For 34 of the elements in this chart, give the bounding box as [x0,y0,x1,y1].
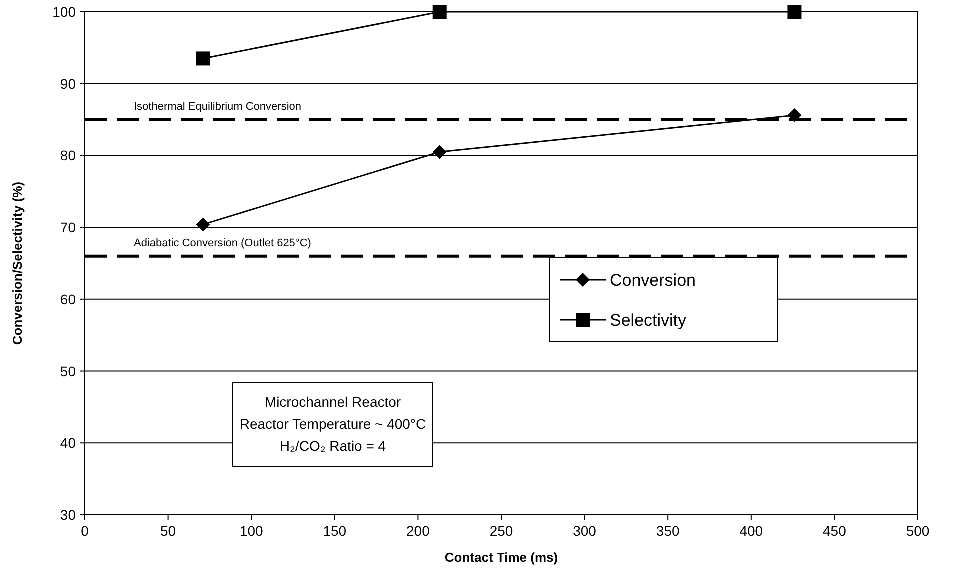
point [196,218,210,232]
y-tick-label: 90 [60,76,76,92]
point [432,145,447,160]
legend-label: Selectivity [610,311,688,330]
x-tick-label: 250 [490,523,514,539]
x-axis-title: Contact Time (ms) [444,550,558,565]
point [788,108,802,122]
y-axis-title: Conversion/Selectivity (%) [10,182,25,346]
y-tick-label: 100 [52,4,76,20]
point [196,52,210,66]
x-tick-label: 200 [406,523,430,539]
annotation: H₂/CO₂ Ratio = 4 [280,438,386,454]
y-tick-label: 70 [60,220,76,236]
x-tick-label: 0 [81,523,90,539]
x-tick-label: 400 [740,523,764,539]
ref-line-label: Adiabatic Conversion (Outlet 625°C) [134,237,312,250]
x-tick-label: 300 [573,523,597,539]
point [788,5,802,19]
y-tick-label: 50 [60,363,76,380]
x-tick-label: 100 [240,523,264,539]
y-tick-label: 30 [60,507,76,523]
x-tick-label: 150 [323,523,347,539]
x-tick-label: 500 [906,523,930,539]
point [432,5,447,19]
y-tick-label: 40 [60,435,76,452]
x-tick-label: 450 [823,523,847,539]
y-tick-label: 60 [60,291,76,308]
x-tick-label: 50 [160,523,176,539]
legend-label: Conversion [610,271,696,290]
y-tick-label: 80 [60,148,76,164]
annotation: Microchannel Reactor [264,394,402,410]
ref-line-label: Isothermal Equilibrium Conversion [134,100,302,113]
x-tick-label: 350 [656,523,680,539]
annotation: Reactor Temperature ~ 400°C [240,416,426,432]
